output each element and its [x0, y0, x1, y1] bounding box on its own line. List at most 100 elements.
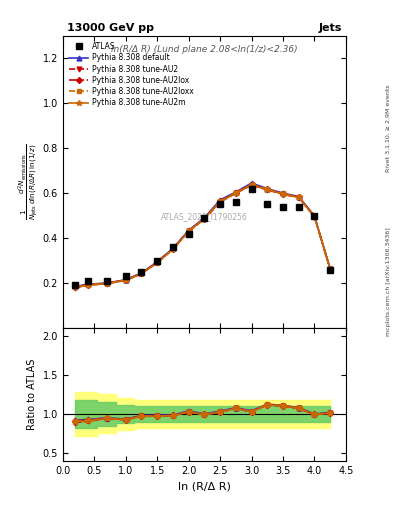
Pythia 8.308 tune-AU2 [155, 260, 160, 266]
ATLAS [155, 258, 160, 264]
Pythia 8.308 tune-AU2m [218, 199, 222, 205]
Pythia 8.308 tune-AU2 [312, 214, 317, 220]
Text: ln(R/Δ R) (Lund plane 2.08<ln(1/z)<2.36): ln(R/Δ R) (Lund plane 2.08<ln(1/z)<2.36) [111, 45, 298, 54]
Text: Jets: Jets [319, 23, 342, 33]
Pythia 8.308 tune-AU2m [265, 186, 270, 193]
Pythia 8.308 tune-AU2 [249, 182, 254, 188]
Pythia 8.308 tune-AU2 [296, 195, 301, 201]
Pythia 8.308 tune-AU2m [155, 260, 160, 266]
Line: Pythia 8.308 tune-AU2: Pythia 8.308 tune-AU2 [73, 183, 332, 290]
Pythia 8.308 tune-AU2m [86, 282, 90, 288]
Pythia 8.308 default [73, 283, 78, 289]
Pythia 8.308 default [86, 281, 90, 287]
Pythia 8.308 tune-AU2 [281, 191, 285, 197]
ATLAS [296, 204, 301, 210]
Pythia 8.308 tune-AU2 [265, 187, 270, 193]
ATLAS [328, 266, 332, 272]
Pythia 8.308 tune-AU2m [171, 246, 175, 252]
Text: Rivet 3.1.10, ≥ 2.9M events: Rivet 3.1.10, ≥ 2.9M events [386, 84, 391, 172]
Pythia 8.308 tune-AU2m [139, 270, 144, 276]
Pythia 8.308 default [312, 212, 317, 219]
Pythia 8.308 tune-AU2loxx [218, 199, 222, 205]
Line: Pythia 8.308 default: Pythia 8.308 default [73, 181, 332, 289]
Pythia 8.308 tune-AU2m [281, 191, 285, 197]
Pythia 8.308 tune-AU2loxx [328, 266, 332, 272]
Pythia 8.308 tune-AU2m [123, 278, 128, 284]
Pythia 8.308 default [155, 259, 160, 265]
Pythia 8.308 tune-AU2m [105, 281, 109, 287]
Pythia 8.308 tune-AU2loxx [73, 284, 78, 290]
Pythia 8.308 tune-AU2lox [123, 277, 128, 283]
Pythia 8.308 tune-AU2lox [202, 216, 207, 222]
Pythia 8.308 tune-AU2loxx [186, 228, 191, 234]
ATLAS [86, 278, 90, 284]
Line: Pythia 8.308 tune-AU2lox: Pythia 8.308 tune-AU2lox [73, 183, 332, 289]
Pythia 8.308 tune-AU2 [171, 246, 175, 252]
Pythia 8.308 tune-AU2 [328, 266, 332, 272]
Pythia 8.308 default [328, 265, 332, 271]
Pythia 8.308 tune-AU2loxx [86, 282, 90, 288]
Pythia 8.308 tune-AU2m [296, 195, 301, 201]
Pythia 8.308 tune-AU2 [123, 278, 128, 284]
ATLAS [233, 199, 238, 205]
Pythia 8.308 default [296, 194, 301, 200]
Y-axis label: Ratio to ATLAS: Ratio to ATLAS [27, 359, 37, 430]
Pythia 8.308 tune-AU2loxx [105, 280, 109, 286]
Pythia 8.308 tune-AU2lox [218, 199, 222, 205]
Pythia 8.308 tune-AU2lox [73, 284, 78, 290]
Pythia 8.308 default [105, 280, 109, 286]
ATLAS [139, 269, 144, 275]
ATLAS [265, 201, 270, 207]
Pythia 8.308 default [249, 180, 254, 186]
ATLAS [186, 230, 191, 237]
Pythia 8.308 tune-AU2lox [139, 270, 144, 276]
Pythia 8.308 tune-AU2loxx [296, 194, 301, 200]
ATLAS [218, 201, 222, 207]
Pythia 8.308 tune-AU2m [233, 190, 238, 196]
Pythia 8.308 tune-AU2lox [233, 189, 238, 196]
Pythia 8.308 tune-AU2lox [265, 186, 270, 193]
Pythia 8.308 tune-AU2 [233, 190, 238, 196]
Text: 13000 GeV pp: 13000 GeV pp [67, 23, 154, 33]
Pythia 8.308 default [233, 189, 238, 195]
Pythia 8.308 default [281, 190, 285, 196]
Pythia 8.308 tune-AU2lox [296, 194, 301, 200]
Pythia 8.308 tune-AU2loxx [281, 191, 285, 197]
ATLAS [202, 215, 207, 221]
Pythia 8.308 tune-AU2lox [312, 213, 317, 219]
Pythia 8.308 tune-AU2loxx [265, 186, 270, 193]
Pythia 8.308 tune-AU2loxx [155, 259, 160, 265]
Pythia 8.308 tune-AU2lox [249, 182, 254, 188]
Pythia 8.308 default [218, 197, 222, 203]
Pythia 8.308 tune-AU2 [186, 228, 191, 234]
Pythia 8.308 tune-AU2loxx [312, 213, 317, 219]
Pythia 8.308 tune-AU2 [73, 285, 78, 291]
Pythia 8.308 default [171, 245, 175, 251]
Pythia 8.308 tune-AU2m [249, 182, 254, 188]
ATLAS [281, 204, 285, 210]
Line: Pythia 8.308 tune-AU2loxx: Pythia 8.308 tune-AU2loxx [73, 183, 332, 289]
Pythia 8.308 tune-AU2m [186, 228, 191, 234]
Pythia 8.308 tune-AU2loxx [233, 189, 238, 196]
Pythia 8.308 tune-AU2lox [105, 280, 109, 286]
ATLAS [73, 282, 78, 288]
ATLAS [105, 278, 109, 284]
Line: Pythia 8.308 tune-AU2m: Pythia 8.308 tune-AU2m [73, 182, 333, 290]
Pythia 8.308 default [265, 185, 270, 191]
Pythia 8.308 tune-AU2lox [328, 266, 332, 272]
Pythia 8.308 tune-AU2 [105, 281, 109, 287]
Pythia 8.308 tune-AU2lox [281, 191, 285, 197]
Text: mcplots.cern.ch [arXiv:1306.3436]: mcplots.cern.ch [arXiv:1306.3436] [386, 227, 391, 336]
Pythia 8.308 tune-AU2lox [171, 246, 175, 252]
ATLAS [312, 212, 317, 219]
Pythia 8.308 tune-AU2lox [86, 282, 90, 288]
Pythia 8.308 tune-AU2lox [186, 228, 191, 234]
ATLAS [249, 185, 254, 191]
Pythia 8.308 tune-AU2loxx [249, 182, 254, 188]
Pythia 8.308 tune-AU2m [328, 266, 332, 272]
Y-axis label: $\frac{1}{N_{\rm jets}}\frac{d^2 N_{\rm emissions}}{d\ln(R/\Delta R)\,\ln(1/z)}$: $\frac{1}{N_{\rm jets}}\frac{d^2 N_{\rm … [17, 143, 40, 220]
Pythia 8.308 tune-AU2 [202, 216, 207, 222]
Legend: ATLAS, Pythia 8.308 default, Pythia 8.308 tune-AU2, Pythia 8.308 tune-AU2lox, Py: ATLAS, Pythia 8.308 default, Pythia 8.30… [67, 39, 196, 110]
Pythia 8.308 tune-AU2loxx [171, 246, 175, 252]
Pythia 8.308 tune-AU2m [312, 214, 317, 220]
